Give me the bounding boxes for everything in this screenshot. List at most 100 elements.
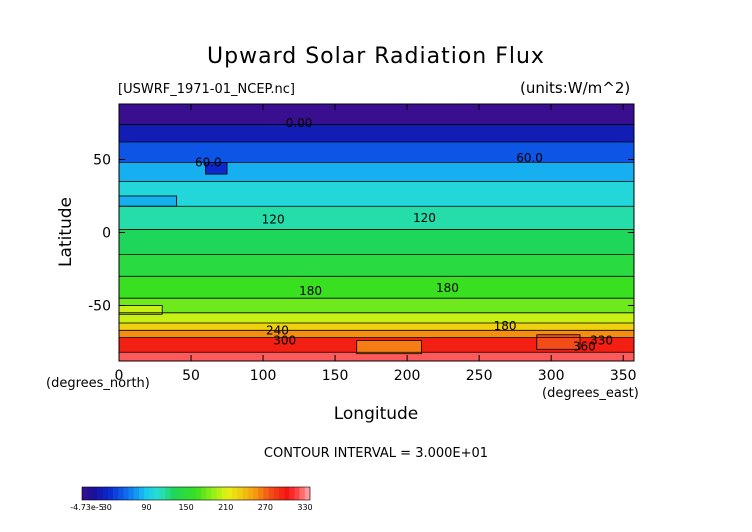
colorbar-cell-24 xyxy=(206,487,212,500)
colorbar-cell-32 xyxy=(247,487,254,500)
colorbar-cell-42 xyxy=(299,487,306,500)
chart-title: Upward Solar Radiation Flux xyxy=(207,44,545,69)
anomaly-patch-0 xyxy=(356,340,422,355)
contour-label-3: 120 xyxy=(262,212,285,226)
colorbar-frame xyxy=(81,486,311,501)
contour-label-10: 360 xyxy=(573,339,596,353)
colorbar-cell-14 xyxy=(154,487,161,500)
colorbar-cell-19 xyxy=(180,487,186,500)
colorbar-cell-15 xyxy=(159,487,166,500)
colorbar-cell-41 xyxy=(294,487,300,500)
colorbar-cell-31 xyxy=(242,487,249,500)
colorbar-tick-label-4: 210 xyxy=(218,503,233,512)
x-tick-label-1: 50 xyxy=(182,368,200,384)
colorbar-tick-label-2: 90 xyxy=(141,503,151,512)
colorbar-tick-label-0: -4.73e-5 xyxy=(70,503,104,512)
latitude-band-11 xyxy=(119,323,634,331)
file-label: [USWRF_1971-01_NCEP.nc] xyxy=(118,82,295,97)
colorbar-tick-label-5: 270 xyxy=(258,503,273,512)
colorbar-cell-34 xyxy=(258,487,264,500)
colorbar-cell-40 xyxy=(289,487,295,500)
contour-interval-text: CONTOUR INTERVAL = 3.000E+01 xyxy=(263,446,489,461)
contour-label-2: 60.0 xyxy=(516,151,543,165)
latitude-band-0 xyxy=(119,104,634,125)
colorbar-cell-6 xyxy=(113,487,119,500)
colorbar-cell-28 xyxy=(227,487,233,500)
latitude-band-1 xyxy=(119,124,634,142)
contour-label-6: 180 xyxy=(436,281,459,295)
colorbar-cell-0 xyxy=(82,487,88,500)
x-tick-label-7: 350 xyxy=(610,368,637,384)
colorbar-cell-12 xyxy=(144,487,150,500)
colorbar-cell-4 xyxy=(102,487,109,500)
contour-label-1: 60.0 xyxy=(195,155,222,169)
colorbar-cell-21 xyxy=(190,487,197,500)
latitude-band-9 xyxy=(119,298,634,313)
colorbar-cell-16 xyxy=(164,487,171,500)
latitude-band-8 xyxy=(119,276,634,299)
anomaly-patch-3 xyxy=(118,195,178,207)
colorbar-cell-10 xyxy=(133,487,140,500)
x-axis-label: Longitude xyxy=(333,404,419,424)
y-tick-label-2: -50 xyxy=(88,299,111,315)
latitude-band-14 xyxy=(119,352,634,361)
contour-label-5: 180 xyxy=(299,284,322,298)
x-axis-unit-north: (degrees_north) xyxy=(46,376,150,391)
x-tick-label-6: 300 xyxy=(538,368,565,384)
contour-label-0: 0.00 xyxy=(286,116,313,130)
colorbar-tick-label-3: 150 xyxy=(178,503,193,512)
colorbar-cell-11 xyxy=(139,487,145,500)
latitude-band-5 xyxy=(119,206,634,230)
contour-label-7: 180 xyxy=(494,319,517,333)
colorbar-cell-13 xyxy=(149,487,155,500)
colorbar-cell-23 xyxy=(201,487,207,500)
colorbar-cell-39 xyxy=(284,487,290,500)
contour-label-4: 120 xyxy=(413,211,436,225)
colorbar-cell-30 xyxy=(237,487,243,500)
colorbar-cell-35 xyxy=(263,487,269,500)
latitude-band-10 xyxy=(119,312,634,324)
colorbar-cell-18 xyxy=(175,487,181,500)
colorbar-cell-3 xyxy=(97,487,104,500)
colorbar-tick-label-6: 330 xyxy=(297,503,312,512)
colorbar-cell-9 xyxy=(128,487,135,500)
colorbar-cell-37 xyxy=(273,487,280,500)
x-tick-label-2: 100 xyxy=(250,368,277,384)
units-label: (units:W/m^2) xyxy=(520,79,631,97)
x-axis-unit-east: (degrees_east) xyxy=(542,386,639,401)
colorbar-cell-1 xyxy=(87,487,93,500)
colorbar-cell-25 xyxy=(211,487,218,500)
colorbar-cell-5 xyxy=(107,487,114,500)
colorbar-cell-17 xyxy=(170,487,176,500)
latitude-band-3 xyxy=(119,162,634,182)
colorbar-cell-29 xyxy=(232,487,238,500)
contour-label-8: 240 xyxy=(266,323,289,337)
x-tick-label-0: 0 xyxy=(115,368,124,384)
colorbar-cell-36 xyxy=(268,487,275,500)
latitude-band-12 xyxy=(119,330,634,338)
colorbar-cell-8 xyxy=(123,487,129,500)
latitude-band-2 xyxy=(119,141,634,163)
latitude-band-6 xyxy=(119,229,634,255)
colorbar-cell-20 xyxy=(185,487,192,500)
x-tick-label-4: 200 xyxy=(394,368,421,384)
colorbar-cell-27 xyxy=(221,487,228,500)
colorbar-cell-38 xyxy=(278,487,285,500)
contour-label-11: 330 xyxy=(590,334,613,348)
x-tick-label-5: 250 xyxy=(466,368,493,384)
colorbar-cell-33 xyxy=(253,487,259,500)
contour-label-9: 300 xyxy=(273,334,296,348)
colorbar-cell-7 xyxy=(118,487,124,500)
x-tick-label-3: 150 xyxy=(322,368,349,384)
colorbar-cell-22 xyxy=(196,487,202,500)
y-tick-label-1: 0 xyxy=(102,226,111,242)
latitude-band-4 xyxy=(119,181,634,207)
anomaly-patch-1 xyxy=(536,334,581,350)
y-tick-label-0: 50 xyxy=(93,152,111,168)
colorbar-tick-label-1: 30 xyxy=(102,503,112,512)
colorbar-cell-2 xyxy=(92,487,98,500)
colorbar-cell-26 xyxy=(216,487,223,500)
colorbar-cell-43 xyxy=(304,487,311,500)
latitude-band-7 xyxy=(119,254,634,277)
